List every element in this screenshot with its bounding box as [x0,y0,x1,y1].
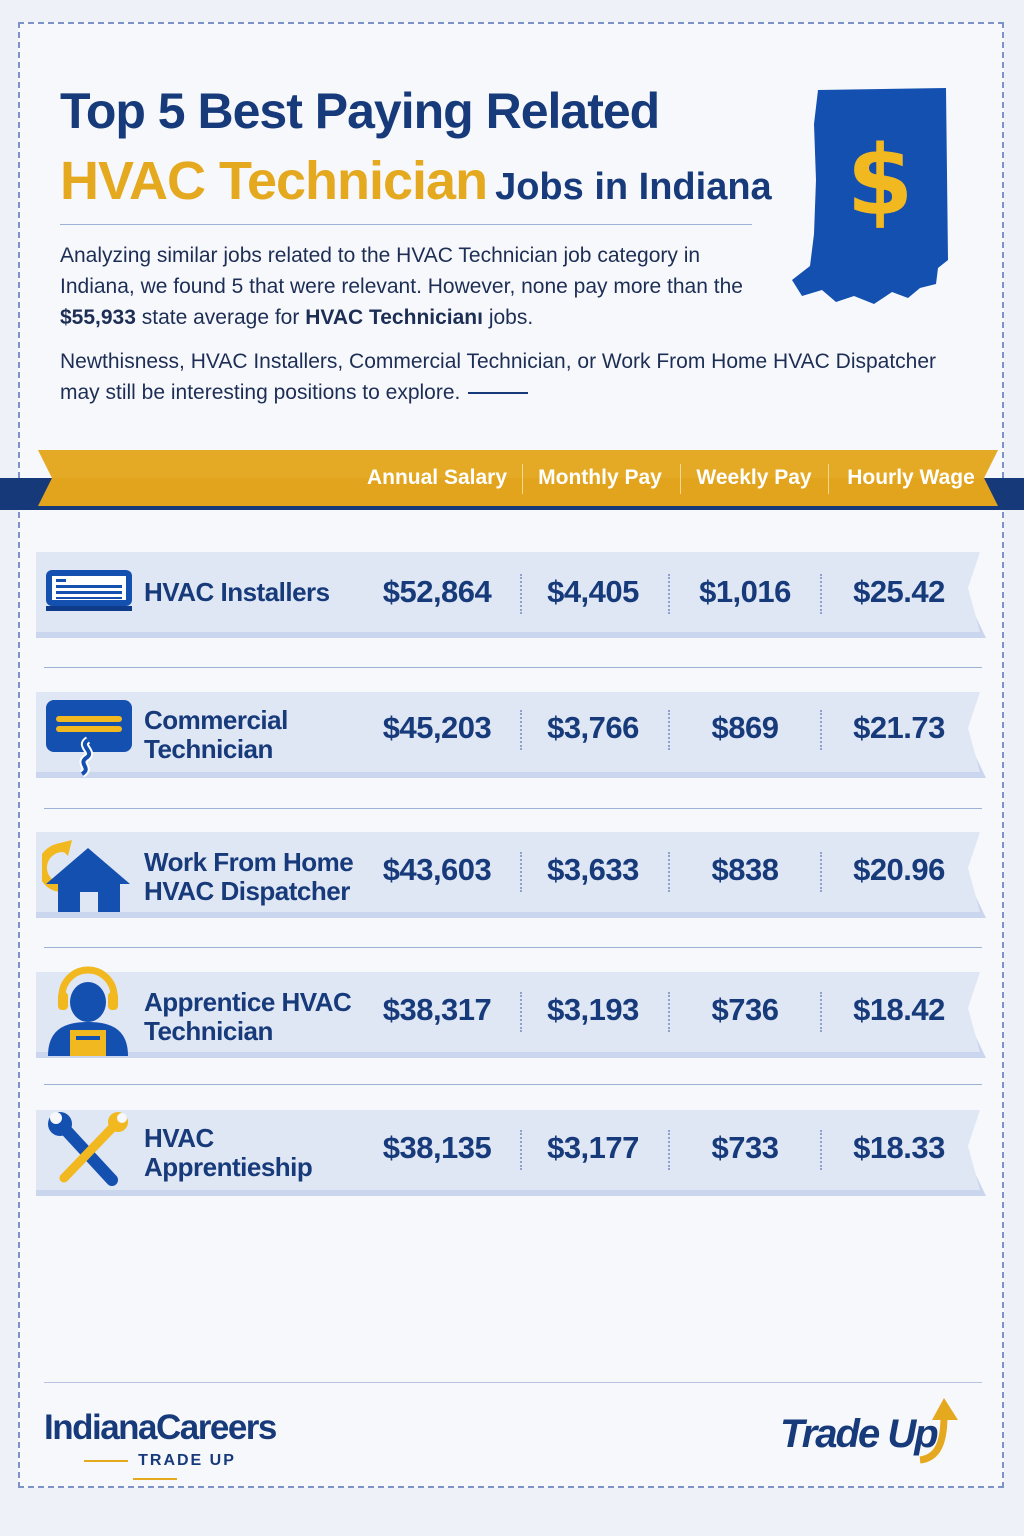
job-name: Work From Home HVAC Dispatcher [144,847,354,906]
table-row [36,552,986,638]
col-hourly-wage: Hourly Wage [847,466,975,489]
title-highlight: HVAC Technician [60,151,488,211]
annual-salary-value: $38,135 [382,1130,492,1165]
trade-up-logo: Trade Up [780,1412,939,1456]
job-name: Apprentice HVAC Technician [144,987,352,1046]
air-vent-icon [46,570,132,611]
worker-icon [48,966,128,1056]
col-annual-salary: Annual Salary [366,466,508,489]
title-divider [60,224,752,225]
job-name: HVAC Installers [144,577,330,607]
column-separator [668,852,670,892]
row-divider [44,1084,982,1085]
col-monthly-pay: Monthly Pay [538,466,662,489]
brand-tagline: TRADE UP [44,1452,266,1488]
page-title: Top 5 Best Paying Related [60,83,660,139]
title-rest: Jobs in Indiana [495,166,772,208]
monthly-pay-value: $3,633 [547,852,639,887]
column-separator [668,1130,670,1170]
monthly-pay-value: $3,766 [547,710,639,745]
indiana-careers-logo: IndianaCareers [44,1408,277,1447]
header-separator [680,464,681,494]
arrow-up-icon [919,1398,958,1464]
weekly-pay-value: $838 [711,852,779,887]
page-subtitle: HVAC Technician Jobs in Indiana [60,150,772,212]
annual-salary-value: $38,317 [382,992,492,1027]
ac-unit-icon [46,700,132,778]
column-separator [668,574,670,614]
annual-salary-value: $43,603 [382,852,492,887]
column-separator [668,710,670,750]
weekly-pay-value: $733 [711,1130,779,1165]
column-separator [520,574,522,614]
col-weekly-pay: Weekly Pay [696,466,812,489]
header-separator [522,464,523,494]
column-separator [520,1130,522,1170]
column-separator [820,1130,822,1170]
column-header-ribbon [38,450,998,506]
column-separator [820,574,822,614]
weekly-pay-value: $736 [711,992,779,1027]
column-separator [520,852,522,892]
weekly-pay-value: $869 [711,710,779,745]
monthly-pay-value: $3,193 [547,992,639,1027]
hourly-wage-value: $21.73 [853,710,945,745]
column-separator [668,992,670,1032]
job-name: Commercial Technician [144,705,288,764]
column-separator [820,992,822,1032]
table-row [36,832,986,918]
hourly-wage-value: $20.96 [853,852,945,887]
column-separator [820,852,822,892]
footer-divider [44,1382,982,1383]
explore-paragraph: Newthisness, HVAC Installers, Commercial… [60,350,937,404]
table-row [36,1110,986,1196]
table-row [36,692,986,778]
home-icon [42,840,130,912]
dollar-sign-icon: $ [847,125,914,237]
header-separator [828,464,829,494]
annual-salary-value: $52,864 [382,574,492,609]
trailing-dash [468,392,529,395]
hourly-wage-value: $18.42 [853,992,945,1027]
column-separator [820,710,822,750]
column-separator [520,710,522,750]
monthly-pay-value: $3,177 [547,1130,639,1165]
row-divider [44,808,982,809]
job-category-name: HVAC Technicianı [305,306,483,329]
annual-salary-value: $45,203 [382,710,492,745]
weekly-pay-value: $1,016 [699,574,791,609]
hourly-wage-value: $18.33 [853,1130,945,1165]
job-name: HVAC Apprentieship [144,1123,313,1182]
row-divider [44,667,982,668]
row-divider [44,947,982,948]
column-separator [520,992,522,1032]
wrench-screwdriver-icon [48,1112,128,1186]
state-average-amount: $55,933 [60,306,136,329]
table-row [36,972,986,1058]
monthly-pay-value: $4,405 [547,574,639,609]
indiana-map-icon: $ [792,88,948,304]
intro-paragraph: Analyzing similar jobs related to the HV… [60,244,743,329]
hourly-wage-value: $25.42 [853,574,945,609]
